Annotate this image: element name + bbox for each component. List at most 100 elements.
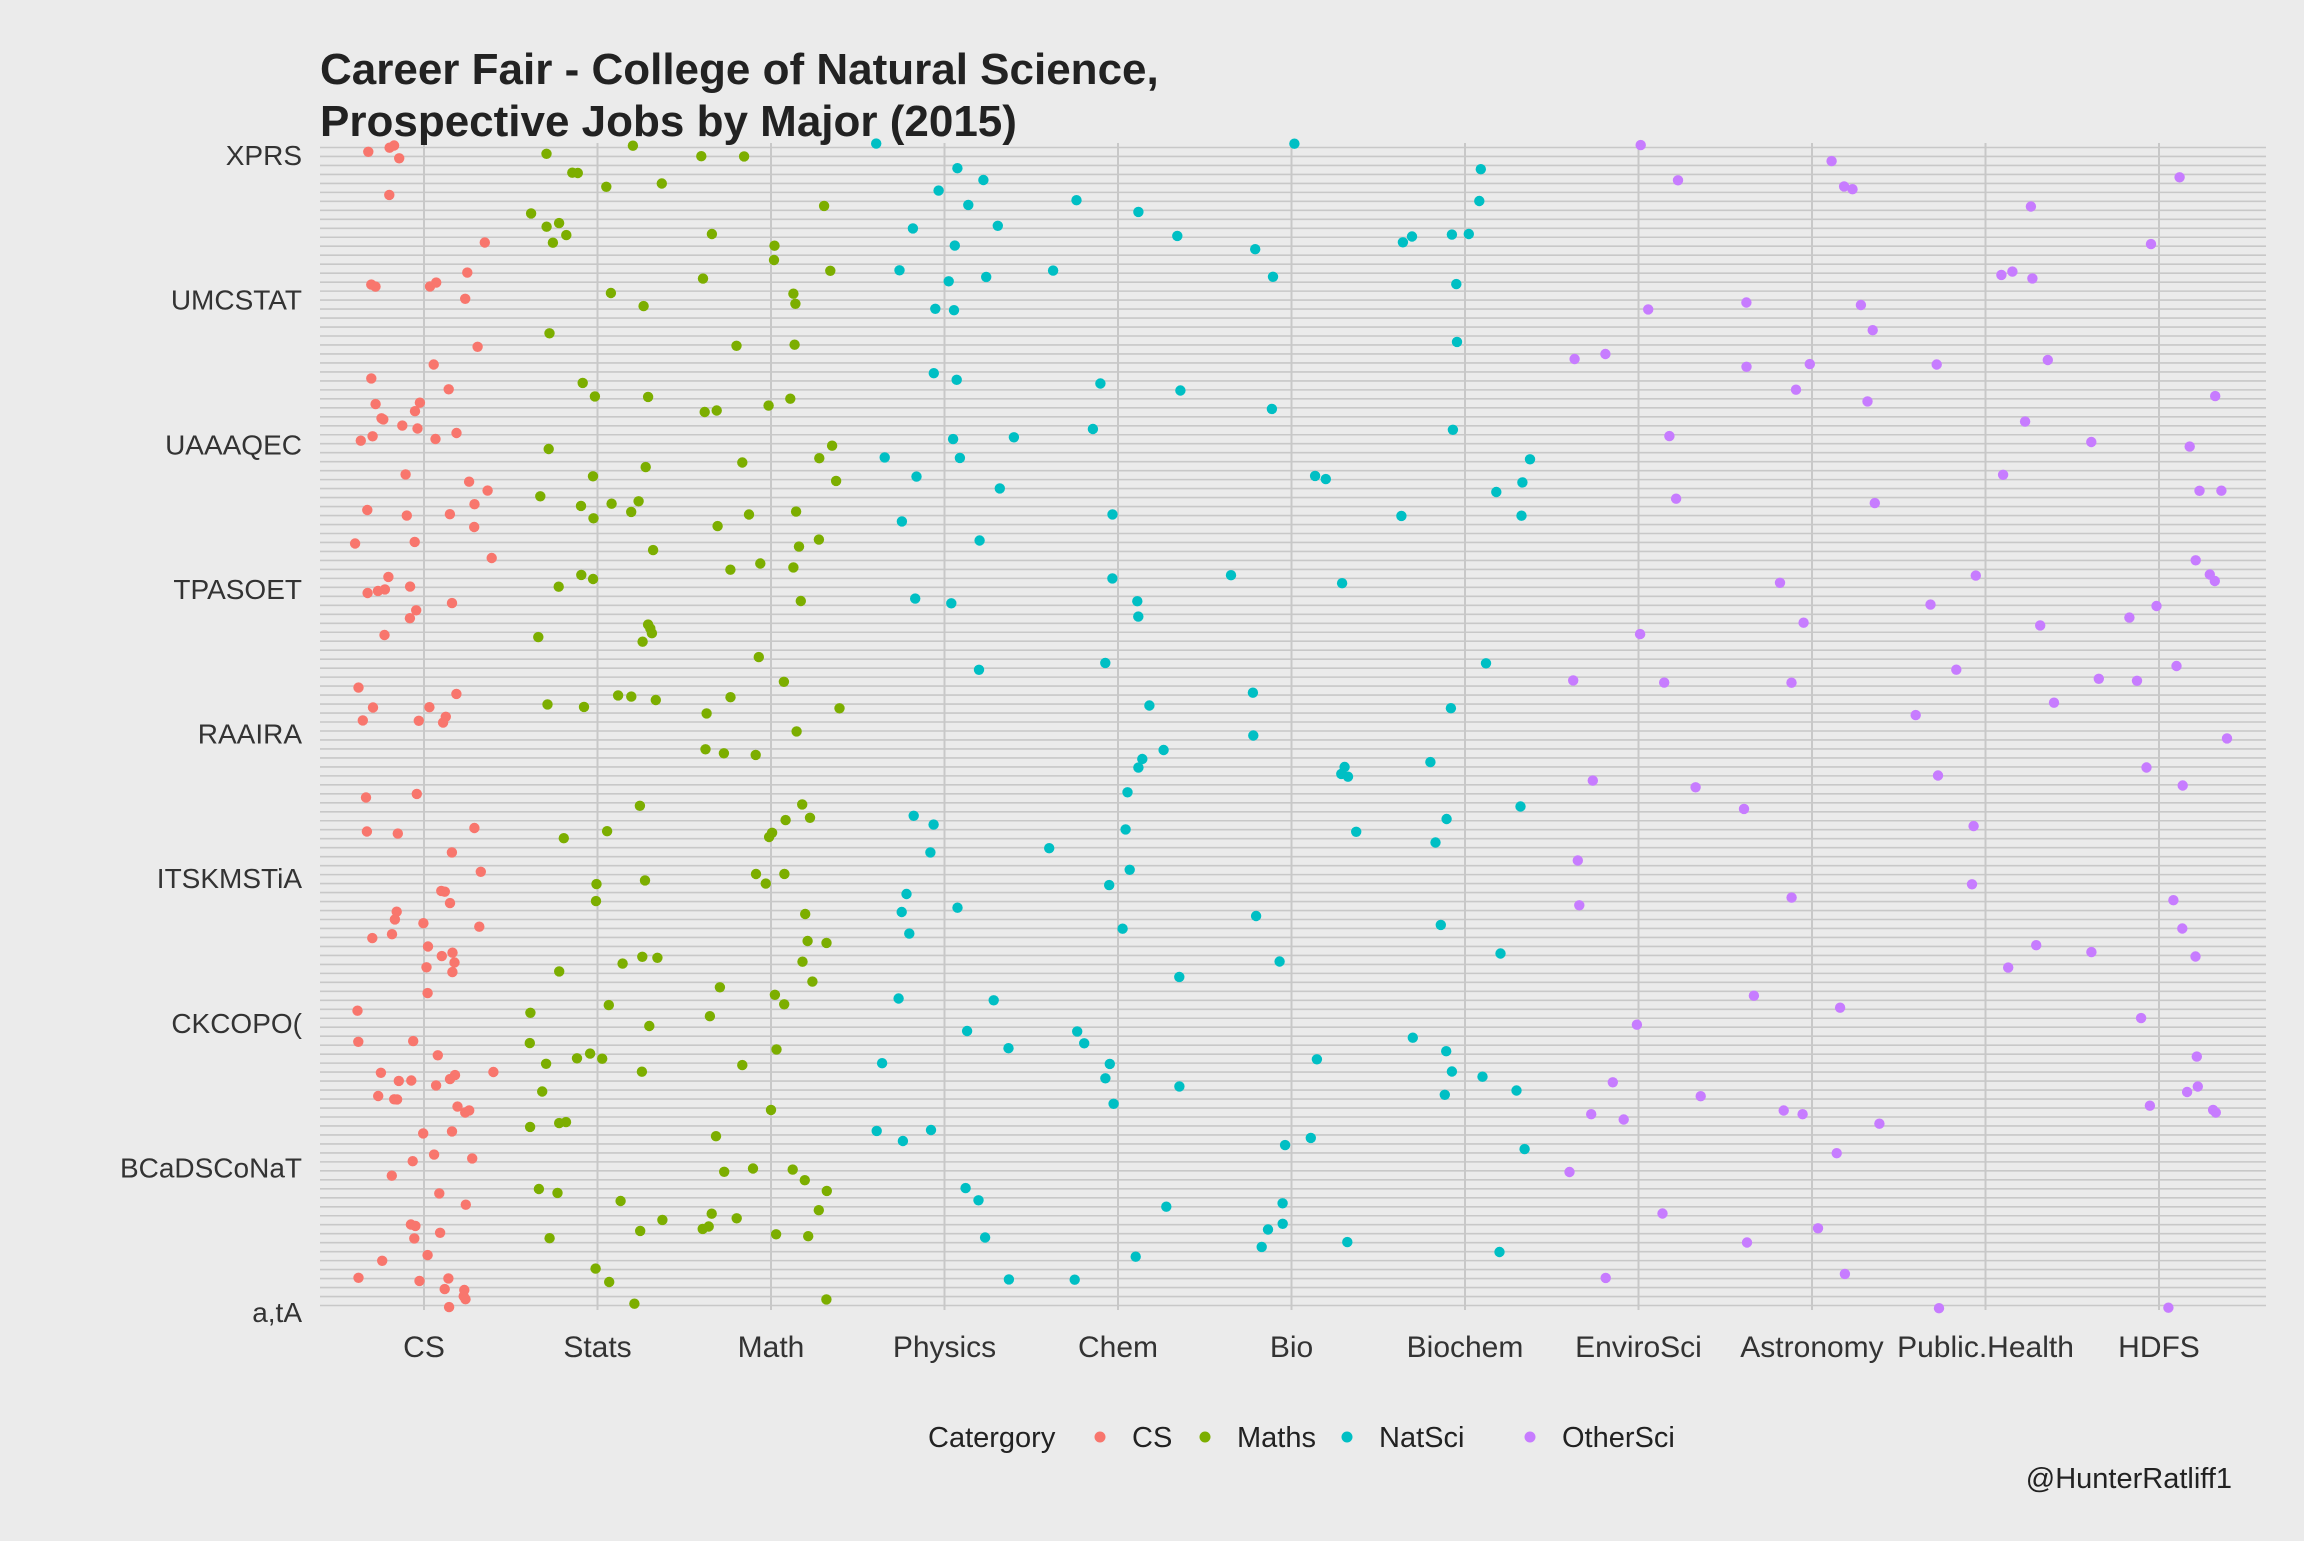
legend-label-cs: CS: [1132, 1422, 1172, 1454]
point-chem: [1104, 879, 1115, 891]
point-chem: [1087, 423, 1099, 435]
point-physics: [928, 368, 939, 379]
point-cs: [479, 237, 490, 248]
point-math: [802, 935, 813, 947]
point-physics: [948, 305, 960, 316]
point-math: [814, 453, 825, 464]
y-tick-label: XPRS: [226, 140, 302, 171]
point-physics: [961, 1025, 973, 1037]
point-bio: [1351, 826, 1362, 837]
point-math: [704, 1011, 716, 1022]
point-chem: [1174, 971, 1185, 983]
point-math: [697, 273, 709, 284]
point-math: [711, 405, 722, 416]
point-stats: [633, 496, 644, 507]
point-cs: [409, 1233, 420, 1244]
point-cs: [411, 605, 422, 616]
point-public-health: [2007, 266, 2018, 277]
point-hdfs: [2194, 485, 2205, 496]
point-astronomy: [1834, 1002, 1846, 1013]
point-math: [778, 676, 790, 687]
point-cs: [379, 629, 390, 641]
point-stats: [541, 221, 552, 232]
legend-label-natsci: NatSci: [1379, 1422, 1464, 1454]
point-biochem: [1407, 1032, 1419, 1043]
point-bio: [1248, 730, 1259, 741]
point-stats: [646, 628, 658, 639]
point-stats: [561, 229, 572, 241]
point-bio: [1289, 138, 1300, 149]
point-astronomy: [1786, 677, 1797, 688]
point-hdfs: [2210, 390, 2221, 402]
point-math: [821, 1185, 832, 1197]
point-math: [755, 558, 766, 569]
point-physics: [949, 240, 960, 251]
point-bio: [1267, 271, 1279, 282]
point-hdfs: [2086, 946, 2097, 958]
point-math: [790, 298, 801, 309]
point-cs: [367, 431, 378, 442]
point-hdfs: [2124, 612, 2135, 623]
point-biochem: [1519, 1143, 1530, 1155]
point-stats: [604, 1276, 615, 1288]
point-bio: [1256, 1241, 1267, 1253]
point-cs: [486, 552, 497, 564]
point-cs: [375, 1067, 387, 1079]
point-math: [821, 937, 832, 949]
point-bio: [1225, 570, 1237, 581]
point-physics: [893, 993, 904, 1004]
point-math: [830, 475, 842, 487]
point-cs: [384, 142, 395, 153]
point-chem: [1079, 1038, 1090, 1049]
chart-title: Career Fair - College of Natural Science…: [320, 45, 1159, 146]
point-astronomy: [1741, 361, 1752, 372]
point-cs: [488, 1066, 499, 1078]
point-public-health: [2025, 201, 2037, 212]
point-math: [821, 1294, 832, 1305]
point-math: [763, 400, 774, 411]
point-math: [703, 1221, 714, 1232]
point-hdfs: [2163, 1302, 2174, 1313]
point-cs: [446, 847, 458, 858]
point-cs: [409, 536, 420, 548]
point-stats: [542, 699, 553, 710]
point-stats: [558, 833, 569, 844]
point-cs: [474, 921, 485, 932]
x-tick-label: Math: [738, 1331, 805, 1364]
point-public-health: [1910, 709, 1921, 721]
y-tick-label: a,tA: [252, 1297, 302, 1328]
point-cs: [386, 1170, 397, 1181]
point-physics: [894, 265, 905, 276]
point-bio: [1262, 1224, 1274, 1235]
point-math: [766, 827, 778, 838]
point-cs: [475, 866, 486, 877]
x-tick-label: Bio: [1270, 1331, 1313, 1364]
point-stats: [578, 701, 590, 713]
point-chem: [1144, 700, 1155, 711]
point-cs: [349, 538, 361, 549]
point-chem: [1130, 1251, 1141, 1262]
point-biochem: [1441, 1046, 1452, 1057]
point-envirosci: [1600, 1272, 1611, 1284]
point-math: [834, 703, 845, 714]
point-cs: [366, 373, 377, 384]
point-math: [725, 564, 736, 575]
point-math: [797, 799, 808, 810]
point-stats: [541, 148, 552, 159]
point-math: [696, 151, 707, 162]
point-math: [797, 956, 808, 967]
point-cs: [422, 1249, 433, 1261]
point-physics: [973, 664, 985, 675]
point-cs: [386, 929, 398, 940]
point-public-health: [1966, 879, 1978, 890]
point-math: [750, 749, 761, 761]
point-biochem: [1396, 510, 1407, 522]
point-cs: [469, 521, 480, 533]
point-stats: [657, 1214, 668, 1226]
point-chem: [1132, 596, 1143, 607]
point-bio: [1320, 473, 1332, 485]
point-stats: [606, 498, 617, 509]
point-biochem: [1435, 919, 1447, 931]
point-physics: [911, 471, 922, 482]
point-cs: [462, 267, 473, 278]
